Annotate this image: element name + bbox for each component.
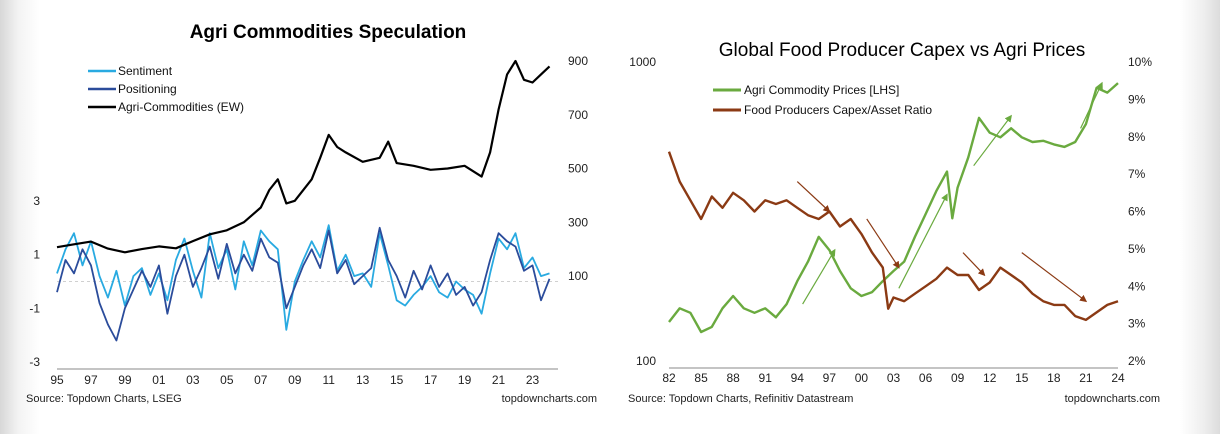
- annotation-arrow-up: [802, 248, 836, 305]
- x-tick-label: 13: [356, 373, 370, 387]
- y-right-tick-label: 6%: [1128, 205, 1146, 219]
- source-note: Source: Topdown Charts, Refinitiv Datast…: [628, 393, 853, 405]
- legend-label-agri-commodities-ew: Agri-Commodities (EW): [118, 100, 244, 114]
- x-tick-label: 12: [983, 371, 997, 385]
- x-tick-label: 21: [492, 373, 506, 387]
- y-left-tick-label: 1000: [629, 55, 656, 69]
- y-right-tick-label: 10%: [1128, 55, 1152, 69]
- y-right-tick-label: 2%: [1128, 354, 1146, 368]
- x-tick-label: 99: [118, 373, 132, 387]
- x-tick-label: 18: [1047, 371, 1061, 385]
- x-tick-label: 09: [951, 371, 965, 385]
- x-tick-label: 82: [662, 371, 676, 385]
- x-tick-label: 95: [50, 373, 64, 387]
- source-note: Source: Topdown Charts, LSEG: [26, 393, 182, 405]
- y-right-tick-label: 3%: [1128, 317, 1146, 331]
- left-chart-panel: Agri Commodities Speculation 95 97 99 01 03 0…: [26, 22, 597, 405]
- y-right-tick-label: 4%: [1128, 279, 1146, 293]
- annotation-arrow-up: [898, 193, 948, 289]
- series-line-food-producers-capex-asset-ratio: [667, 151, 1119, 322]
- annotation-arrow-down: [796, 181, 831, 213]
- y-left-tick-label: -1: [29, 301, 40, 315]
- x-tick-label: 23: [526, 373, 540, 387]
- x-tick-label: 17: [424, 373, 438, 387]
- y-right-tick-label: 7%: [1128, 167, 1146, 181]
- series-line-sentiment: [56, 224, 550, 331]
- x-tick-label: 03: [186, 373, 200, 387]
- capex-vs-agri-chart: Global Food Producer Capex vs Agri Price…: [628, 40, 1160, 405]
- x-tick-label: 97: [84, 373, 98, 387]
- x-tick-label: 03: [887, 371, 901, 385]
- chart-title: Agri Commodities Speculation: [190, 22, 467, 43]
- x-tick-label: 11: [322, 373, 335, 387]
- x-tick-label: 24: [1111, 371, 1125, 385]
- x-tick-label: 21: [1079, 371, 1093, 385]
- right-chart-panel: Global Food Producer Capex vs Agri Price…: [610, 0, 1220, 434]
- x-tick-label: 07: [254, 373, 268, 387]
- legend-label-food-producers-capex-asset-ratio: Food Producers Capex/Asset Ratio: [744, 103, 932, 117]
- y-right-tick-label: 8%: [1128, 130, 1146, 144]
- y-left-tick-label: 100: [636, 354, 656, 368]
- y-right-tick-label: 300: [568, 215, 588, 229]
- x-tick-label: 94: [791, 371, 805, 385]
- y-right-tick-label: 9%: [1128, 92, 1146, 106]
- brand-label: topdowncharts.com: [1065, 393, 1160, 405]
- y-right-tick-label: 5%: [1128, 242, 1146, 256]
- x-tick-label: 19: [458, 373, 472, 387]
- x-tick-label: 15: [1015, 371, 1029, 385]
- series-line-positioning: [56, 226, 551, 342]
- legend-label-agri-commodity-prices-lhs: Agri Commodity Prices [LHS]: [744, 83, 899, 97]
- chart-title: Global Food Producer Capex vs Agri Price…: [719, 40, 1085, 61]
- x-tick-label: 06: [919, 371, 933, 385]
- y-right-tick-label: 500: [568, 162, 588, 176]
- annotation-arrow-down: [866, 218, 900, 269]
- y-left-tick-label: 3: [33, 194, 40, 208]
- x-tick-label: 01: [152, 373, 166, 387]
- series-line-agri-commodities-ew: [56, 59, 551, 254]
- annotation-arrow-up: [973, 114, 1012, 167]
- y-left-tick-label: -3: [29, 355, 40, 369]
- legend-label-positioning: Positioning: [118, 82, 177, 96]
- y-right-tick-label: 700: [568, 108, 588, 122]
- x-tick-label: 85: [694, 371, 708, 385]
- x-tick-label: 09: [288, 373, 302, 387]
- y-right-tick-label: 900: [568, 54, 588, 68]
- legend-label-sentiment: Sentiment: [118, 64, 173, 78]
- y-left-tick-label: 1: [33, 248, 40, 262]
- agri-speculation-chart: Agri Commodities Speculation 95 97 99 01 03 0…: [26, 22, 597, 405]
- x-tick-label: 88: [726, 371, 740, 385]
- series-line-agri-commodity-prices-lhs: [668, 82, 1119, 334]
- y-right-tick-label: 100: [568, 269, 588, 283]
- x-tick-label: 91: [759, 371, 773, 385]
- x-tick-label: 00: [855, 371, 869, 385]
- brand-label: topdowncharts.com: [502, 393, 597, 405]
- annotation-arrow-down: [962, 252, 986, 277]
- x-tick-label: 15: [390, 373, 404, 387]
- x-tick-label: 05: [220, 373, 234, 387]
- annotation-arrow-down: [1021, 252, 1088, 303]
- annotation-arrow-up: [1080, 81, 1103, 129]
- x-tick-label: 97: [823, 371, 837, 385]
